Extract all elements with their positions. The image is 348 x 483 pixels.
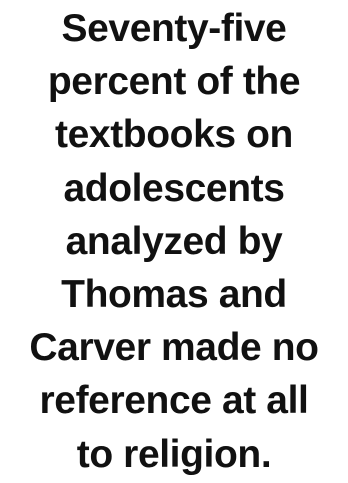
pull-quote-line: Thomas and	[61, 273, 287, 317]
pull-quote-line: reference at all	[39, 379, 309, 423]
pull-quote-line: percent of the	[47, 60, 301, 104]
pull-quote-line: analyzed by	[65, 219, 283, 263]
pull-quote-line: Carver made no	[29, 326, 319, 370]
pull-quote-line: to religion.	[76, 432, 272, 476]
pull-quote-line: adolescents	[63, 166, 285, 210]
pull-quote-line: textbooks on	[55, 113, 293, 157]
pull-quote-line: Seventy-five	[61, 7, 287, 50]
